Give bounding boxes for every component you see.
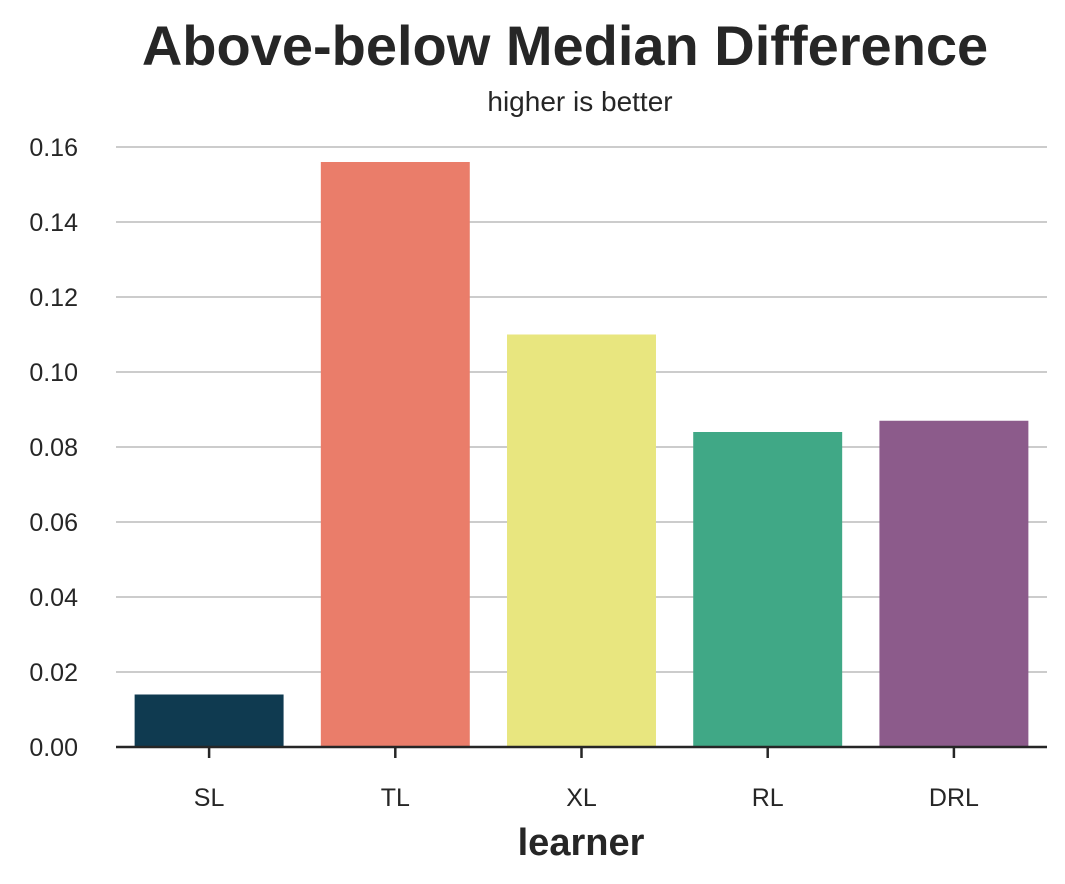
y-tick-label: 0.04 [29, 584, 78, 612]
bar-tl [320, 162, 470, 747]
bars [134, 162, 1029, 747]
chart-title: Above-below Median Difference [142, 14, 988, 77]
y-tick-label: 0.16 [29, 134, 78, 162]
y-tick-label: 0.00 [29, 734, 78, 762]
x-tick-label-rl: RL [752, 784, 784, 812]
x-axis-ticks: SL TL XL RL DRL [194, 747, 979, 812]
y-tick-label: 0.08 [29, 434, 78, 462]
y-tick-label: 0.06 [29, 509, 78, 537]
bar-rl [693, 432, 843, 747]
bar-xl [507, 334, 656, 747]
y-axis-tick-labels: 0.00 0.02 0.04 0.06 0.08 0.10 0.12 0.14 0.16 [29, 134, 78, 762]
y-tick-label: 0.14 [29, 209, 78, 237]
y-tick-label: 0.02 [29, 659, 78, 687]
x-tick-label-drl: DRL [929, 784, 979, 812]
bar-drl [879, 420, 1029, 747]
chart-subtitle: higher is better [487, 86, 672, 117]
y-tick-label: 0.12 [29, 284, 78, 312]
x-tick-label-sl: SL [194, 784, 225, 812]
y-tick-label: 0.10 [29, 359, 78, 387]
bar-sl [134, 694, 284, 747]
x-tick-label-tl: TL [381, 784, 410, 812]
x-axis-label: learner [518, 822, 645, 864]
x-tick-label-xl: XL [566, 784, 597, 812]
